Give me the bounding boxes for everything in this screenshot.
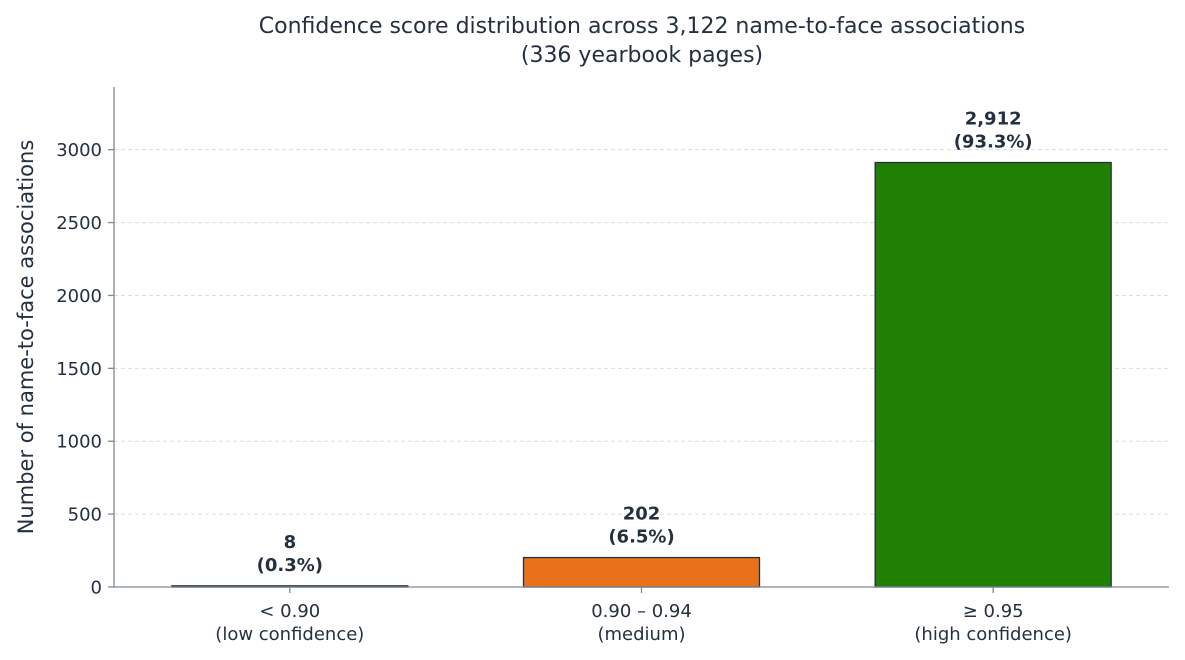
data-label: (93.3%): [954, 132, 1033, 153]
data-label: 202: [623, 504, 661, 525]
chart-title: Confidence score distribution across 3,1…: [259, 14, 1025, 68]
x-tick-label: (high confidence): [914, 624, 1072, 645]
x-axis-ticks: < 0.90(low confidence) 0.90 – 0.94(medium…: [215, 587, 1072, 645]
x-tick-label: (medium): [597, 624, 685, 645]
y-tick-label: 2000: [56, 286, 102, 307]
chart-title-line: Confidence score distribution across 3,1…: [259, 14, 1025, 39]
bar: [874, 161, 1112, 588]
y-tick-label: 0: [91, 578, 102, 599]
y-axis-ticks: 0 500 1000 1500 2000 2500 3000: [56, 140, 114, 599]
y-tick-label: 1500: [56, 359, 102, 380]
data-label: 2,912: [965, 109, 1022, 130]
gridlines: [114, 149, 1169, 515]
y-axis-label: Number of name-to-face associations: [14, 140, 38, 535]
data-labels: 8(0.3%) 202(6.5%) 2,912(93.3%): [257, 109, 1033, 576]
y-tick-label: 1000: [56, 432, 102, 453]
x-tick-label: ≥ 0.95: [963, 601, 1024, 622]
data-label: (0.3%): [257, 555, 323, 576]
y-tick-label: 500: [68, 505, 102, 526]
bars: [171, 161, 1112, 588]
x-tick-label: < 0.90: [259, 601, 320, 622]
bar: [522, 556, 761, 588]
chart-title-line: (336 yearbook pages): [521, 43, 763, 68]
x-tick-label: 0.90 – 0.94: [591, 601, 692, 622]
data-label: 8: [284, 532, 297, 553]
x-tick-label: (low confidence): [215, 624, 364, 645]
y-tick-label: 3000: [56, 140, 102, 161]
data-label: (6.5%): [608, 527, 674, 548]
y-tick-label: 2500: [56, 213, 102, 234]
